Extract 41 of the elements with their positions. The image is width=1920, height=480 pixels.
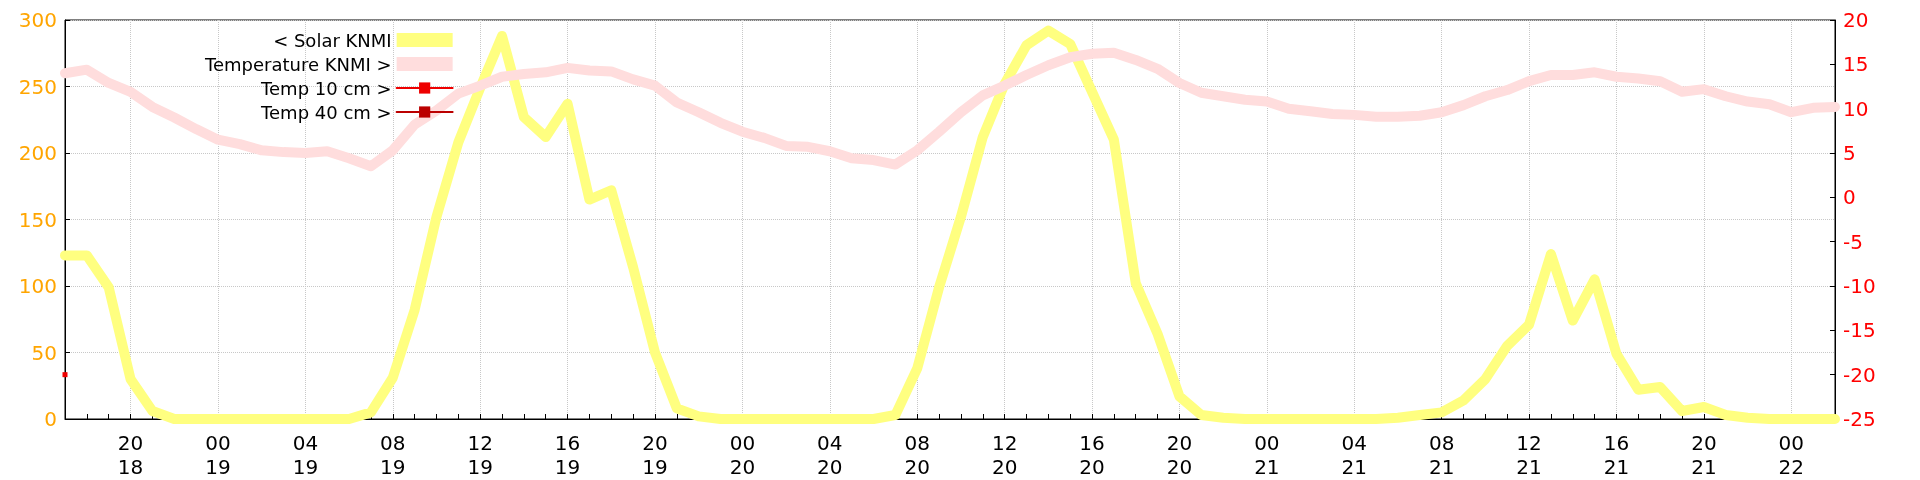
legend-label: Temp 40 cm > [260,101,392,123]
x-tick-label: 04 19 [292,431,319,479]
x-tick-label: 16 20 [1079,431,1105,479]
legend-label: Temperature KNMI > [204,53,392,75]
x-tick-label: 00 19 [205,431,231,479]
legend-label: < Solar KNMI [273,29,392,51]
y2-tick-label: -5 [1843,229,1863,254]
x-tick-label: 00 22 [1778,431,1805,479]
y-tick-label: 100 [18,274,57,298]
x-tick-label: 12 21 [1516,431,1542,479]
y2-tick-label: 5 [1843,141,1856,165]
x-tick-label: 20 19 [642,431,668,479]
y2-tick-label: -15 [1843,318,1876,343]
x-tick-label: 08 19 [380,431,406,479]
x-tick-label: 00 21 [1254,431,1280,479]
x-tick-label: 00 20 [729,431,756,479]
y-tick-label: 250 [18,74,57,99]
x-tick-label: 12 20 [991,431,1018,479]
y2-tick-label: -20 [1843,362,1876,387]
y2-tick-label: -25 [1843,407,1876,431]
x-tick-label: 04 21 [1341,431,1367,479]
y-tick-label: 0 [44,407,57,431]
x-tick-label: 08 20 [904,431,930,479]
x-tick-label: 12 19 [467,431,493,479]
y2-tick-label: 10 [1843,96,1869,121]
y-tick-label: 50 [31,340,57,365]
y-tick-label: 300 [18,8,57,32]
x-tick-label: 16 19 [554,431,581,479]
legend-label: Temp 10 cm > [260,77,392,99]
y2-tick-label: -10 [1843,274,1876,298]
y2-tick-label: 15 [1843,52,1869,77]
x-tick-label: 20 21 [1691,431,1717,479]
x-tick-label: 04 20 [817,431,843,479]
y2-tick-label: 20 [1843,8,1869,32]
y-tick-label: 150 [18,207,57,232]
x-tick-label: 08 21 [1428,431,1455,479]
x-tick-label: 20 20 [1166,431,1193,479]
y-tick-label: 200 [18,141,57,165]
x-tick-label: 20 18 [117,431,144,479]
y2-tick-label: 0 [1843,185,1856,210]
x-tick-label: 16 21 [1603,431,1630,479]
